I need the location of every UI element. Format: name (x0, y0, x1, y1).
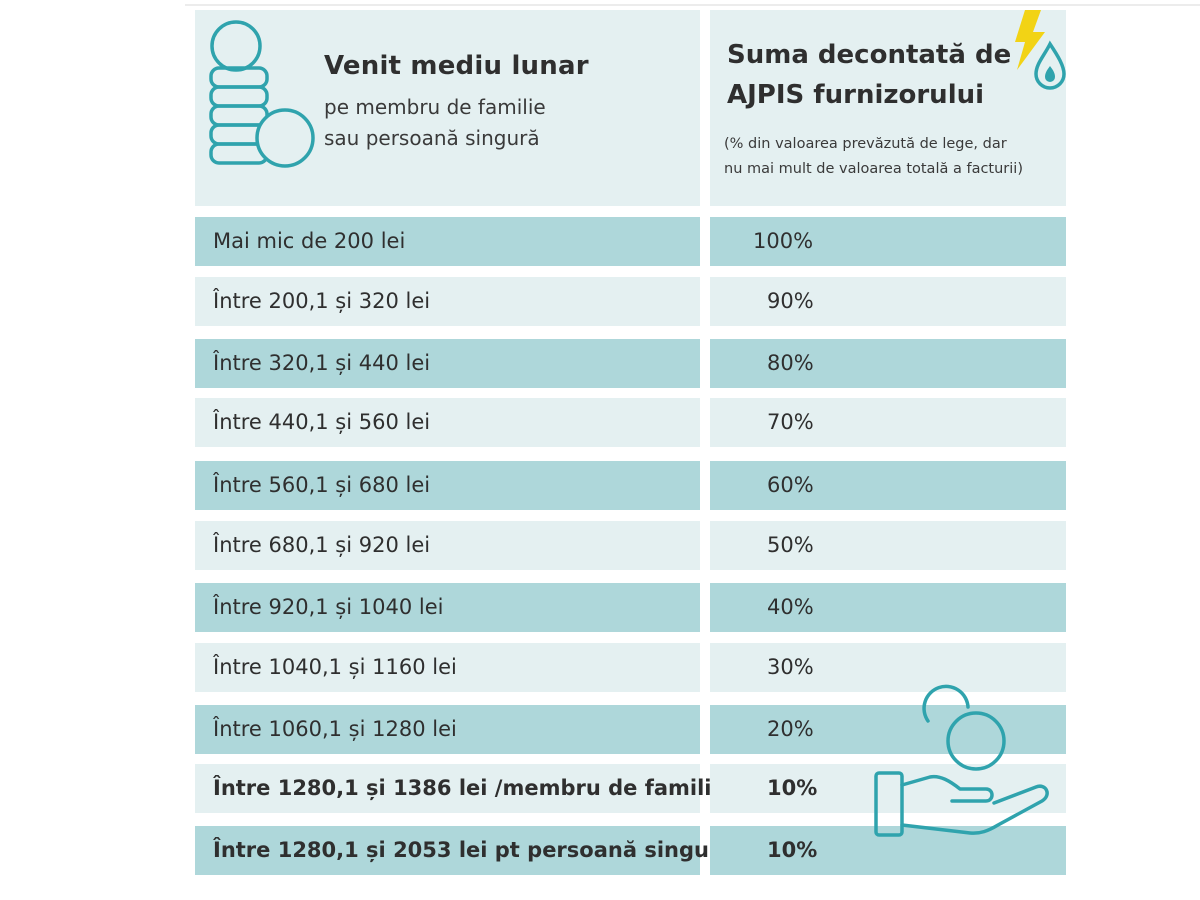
percent-cell: 100% (710, 217, 1066, 266)
percent-text: 100% (753, 229, 814, 253)
income-range-text: Între 920,1 și 1040 lei (213, 595, 444, 619)
income-range-text: Între 440,1 și 560 lei (213, 410, 431, 434)
percent-cell: 90% (710, 277, 1066, 326)
income-range-cell: Între 1060,1 și 1280 lei (195, 705, 700, 754)
reimbursement-header-note: (% din valoarea prevăzută de lege, dar n… (724, 132, 1023, 182)
income-range-cell: Între 440,1 și 560 lei (195, 398, 700, 447)
reimbursement-header-note-line-1: (% din valoarea prevăzută de lege, dar (724, 136, 1007, 152)
income-range-text: Între 1060,1 și 1280 lei (213, 717, 457, 741)
percent-cell: 40% (710, 583, 1066, 632)
percent-cell: 70% (710, 398, 1066, 447)
percent-cell: 60% (710, 461, 1066, 510)
income-range-text: Între 1280,1 și 1386 lei /membru de fami… (213, 776, 726, 800)
reimbursement-header-title-line-2: AJPIS furnizorului (727, 80, 985, 110)
income-range-text: Între 200,1 și 320 lei (213, 289, 431, 313)
income-range-cell: Mai mic de 200 lei (195, 217, 700, 266)
percent-text: 10% (767, 838, 818, 862)
income-range-cell: Între 1280,1 și 2053 lei pt persoană sin… (195, 826, 733, 875)
top-divider (185, 4, 1200, 6)
income-range-text: Între 1280,1 și 2053 lei pt persoană sin… (213, 838, 734, 862)
reimbursement-header-title-line-1: Suma decontată de (727, 40, 1012, 70)
reimbursement-header-title: Suma decontată de AJPIS furnizorului (727, 35, 1011, 115)
percent-text: 90% (767, 289, 814, 313)
hand-with-coins-icon (874, 684, 1049, 837)
income-header-subtitle-line-2: sau persoană singură (324, 126, 540, 150)
income-range-cell: Între 1040,1 și 1160 lei (195, 643, 700, 692)
percent-text: 50% (767, 533, 814, 557)
income-range-text: Mai mic de 200 lei (213, 229, 406, 253)
percent-text: 10% (767, 776, 818, 800)
percent-text: 80% (767, 351, 814, 375)
income-range-cell: Între 560,1 și 680 lei (195, 461, 700, 510)
income-range-text: Între 680,1 și 920 lei (213, 533, 431, 557)
percent-cell: 10% (710, 826, 1066, 875)
income-header-title: Venit mediu lunar (324, 51, 589, 81)
percent-cell: 20% (710, 705, 1066, 754)
income-range-cell: Între 1280,1 și 1386 lei /membru de fami… (195, 764, 726, 813)
gas-flame-icon (1034, 40, 1066, 90)
lightning-bolt-icon (1015, 10, 1045, 70)
income-range-cell: Între 920,1 și 1040 lei (195, 583, 700, 632)
coins-stack-icon (209, 20, 315, 168)
income-range-text: Între 1040,1 și 1160 lei (213, 655, 457, 679)
percent-text: 70% (767, 410, 814, 434)
percent-cell: 80% (710, 339, 1066, 388)
percent-cell: 50% (710, 521, 1066, 570)
income-range-text: Între 320,1 și 440 lei (213, 351, 431, 375)
income-range-text: Între 560,1 și 680 lei (213, 473, 431, 497)
reimbursement-header-note-line-2: nu mai mult de valoarea totală a facturi… (724, 161, 1023, 177)
percent-text: 60% (767, 473, 814, 497)
income-range-cell: Între 200,1 și 320 lei (195, 277, 700, 326)
percent-cell: 30% (710, 643, 1066, 692)
income-header-subtitle-line-1: pe membru de familie (324, 95, 546, 119)
income-header-subtitle: pe membru de familie sau persoană singur… (324, 92, 546, 154)
income-range-cell: Între 320,1 și 440 lei (195, 339, 700, 388)
percent-text: 20% (767, 717, 814, 741)
percent-text: 40% (767, 595, 814, 619)
percent-text: 30% (767, 655, 814, 679)
header-reimbursement-cell: Suma decontată de AJPIS furnizorului (% … (710, 10, 1066, 206)
header-income-cell: Venit mediu lunar pe membru de familie s… (195, 10, 700, 206)
income-range-cell: Între 680,1 și 920 lei (195, 521, 700, 570)
